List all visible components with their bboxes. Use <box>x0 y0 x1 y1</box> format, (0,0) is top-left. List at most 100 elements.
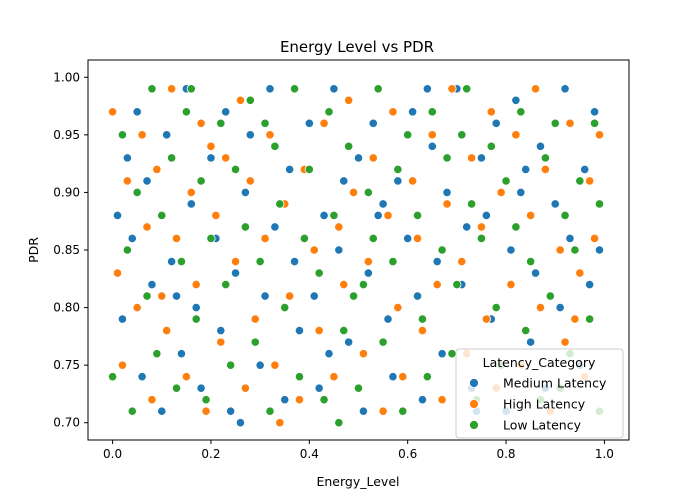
point-low-latency-57 <box>462 84 472 94</box>
point-low-latency-70 <box>540 153 550 163</box>
point-medium-latency-70 <box>535 141 546 151</box>
point-high-latency-46 <box>388 107 398 117</box>
point-low-latency-79 <box>594 199 605 209</box>
point-medium-latency-6 <box>142 176 152 186</box>
point-medium-latency-25 <box>260 291 270 301</box>
point-high-latency-80 <box>594 130 605 140</box>
point-low-latency-47 <box>398 406 408 416</box>
point-high-latency-29 <box>285 291 295 301</box>
point-high-latency-5 <box>137 130 147 140</box>
point-medium-latency-73 <box>555 302 565 313</box>
point-low-latency-40 <box>353 383 364 393</box>
point-high-latency-15 <box>196 118 206 128</box>
point-high-latency-33 <box>309 245 319 255</box>
x-tick-label: 0.8 <box>496 447 515 461</box>
point-low-latency-85 <box>186 84 196 94</box>
point-low-latency-49 <box>412 210 423 221</box>
point-medium-latency-40 <box>353 153 364 163</box>
point-low-latency-51 <box>422 372 432 382</box>
point-medium-latency-14 <box>191 302 201 313</box>
point-medium-latency-26 <box>265 84 275 94</box>
point-medium-latency-66 <box>511 95 521 105</box>
point-high-latency-43 <box>368 153 378 163</box>
point-high-latency-13 <box>186 187 196 198</box>
y-axis: 0.70 0.75 0.80 0.85 0.90 0.95 1.00 <box>53 70 88 430</box>
point-high-latency-23 <box>245 176 255 186</box>
point-low-latency-50 <box>417 314 428 324</box>
point-low-latency-12 <box>181 107 191 117</box>
point-low-latency-25 <box>265 406 275 416</box>
point-medium-latency-28 <box>280 395 290 405</box>
point-high-latency-31 <box>294 395 305 405</box>
point-high-latency-52 <box>427 130 437 140</box>
point-low-latency-60 <box>476 233 487 244</box>
point-high-latency-0 <box>107 107 118 117</box>
point-low-latency-36 <box>329 210 339 221</box>
point-medium-latency-74 <box>560 84 570 94</box>
point-low-latency-4 <box>132 187 142 198</box>
point-high-latency-37 <box>334 222 344 232</box>
point-medium-latency-82 <box>324 349 334 359</box>
point-high-latency-7 <box>147 395 157 405</box>
point-low-latency-82 <box>358 279 369 290</box>
point-high-latency-59 <box>467 153 477 163</box>
point-medium-latency-83 <box>422 84 432 94</box>
point-high-latency-6 <box>142 222 152 232</box>
point-high-latency-38 <box>339 279 349 290</box>
point-high-latency-54 <box>437 395 447 405</box>
point-low-latency-37 <box>339 326 349 336</box>
point-high-latency-3 <box>122 176 132 186</box>
point-high-latency-82 <box>275 418 285 428</box>
point-high-latency-49 <box>407 176 418 186</box>
point-low-latency-72 <box>550 118 560 128</box>
point-medium-latency-61 <box>481 210 491 221</box>
point-low-latency-54 <box>442 153 452 163</box>
point-low-latency-14 <box>196 176 206 186</box>
point-low-latency-39 <box>348 291 359 301</box>
legend-label: Low Latency <box>503 418 582 433</box>
point-medium-latency-8 <box>157 406 167 416</box>
point-medium-latency-78 <box>585 279 595 290</box>
x-axis-label: Energy_Level <box>316 474 399 489</box>
point-low-latency-34 <box>319 395 329 405</box>
point-high-latency-12 <box>181 372 191 382</box>
point-low-latency-33 <box>314 268 324 278</box>
point-low-latency-35 <box>324 107 334 117</box>
point-medium-latency-13 <box>186 199 196 209</box>
point-high-latency-17 <box>211 210 221 221</box>
point-medium-latency-72 <box>550 199 560 209</box>
y-tick-label: 0.80 <box>53 301 80 315</box>
point-low-latency-77 <box>585 314 595 324</box>
point-medium-latency-37 <box>334 245 344 255</box>
point-high-latency-76 <box>575 268 585 278</box>
point-medium-latency-53 <box>432 256 442 267</box>
point-high-latency-1 <box>112 268 123 278</box>
x-tick-label: 0.6 <box>398 447 417 461</box>
point-medium-latency-85 <box>521 164 531 174</box>
point-low-latency-8 <box>157 210 167 221</box>
point-high-latency-18 <box>216 337 226 347</box>
point-low-latency-61 <box>486 141 496 151</box>
point-low-latency-86 <box>334 418 344 428</box>
point-low-latency-55 <box>447 349 457 359</box>
point-high-latency-51 <box>417 326 428 336</box>
point-low-latency-65 <box>511 222 521 232</box>
point-low-latency-29 <box>289 84 300 94</box>
point-medium-latency-36 <box>329 84 339 94</box>
point-medium-latency-49 <box>407 107 418 117</box>
points-layer <box>107 84 605 428</box>
point-high-latency-24 <box>250 314 260 324</box>
point-medium-latency-46 <box>388 372 398 382</box>
point-medium-latency-7 <box>147 279 157 290</box>
point-low-latency-17 <box>216 118 226 128</box>
x-axis: 0.0 0.2 0.4 0.6 0.8 1.0 <box>103 440 614 461</box>
point-medium-latency-77 <box>580 164 590 174</box>
point-low-latency-31 <box>299 233 309 244</box>
point-low-latency-81 <box>260 118 270 128</box>
point-medium-latency-86 <box>235 418 246 428</box>
point-low-latency-1 <box>117 130 128 140</box>
point-low-latency-0 <box>107 372 118 382</box>
point-high-latency-26 <box>265 130 275 140</box>
point-high-latency-40 <box>348 187 359 198</box>
point-high-latency-64 <box>496 187 506 198</box>
